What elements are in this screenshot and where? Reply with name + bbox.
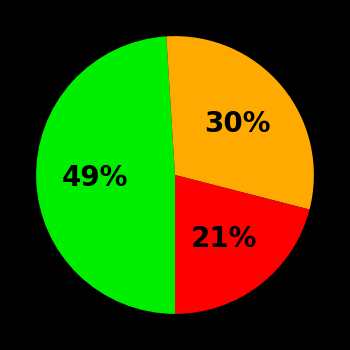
Wedge shape	[166, 36, 314, 210]
Text: 30%: 30%	[204, 110, 270, 138]
Text: 21%: 21%	[191, 225, 258, 253]
Wedge shape	[36, 36, 175, 314]
Text: 49%: 49%	[61, 163, 128, 191]
Wedge shape	[175, 175, 309, 314]
